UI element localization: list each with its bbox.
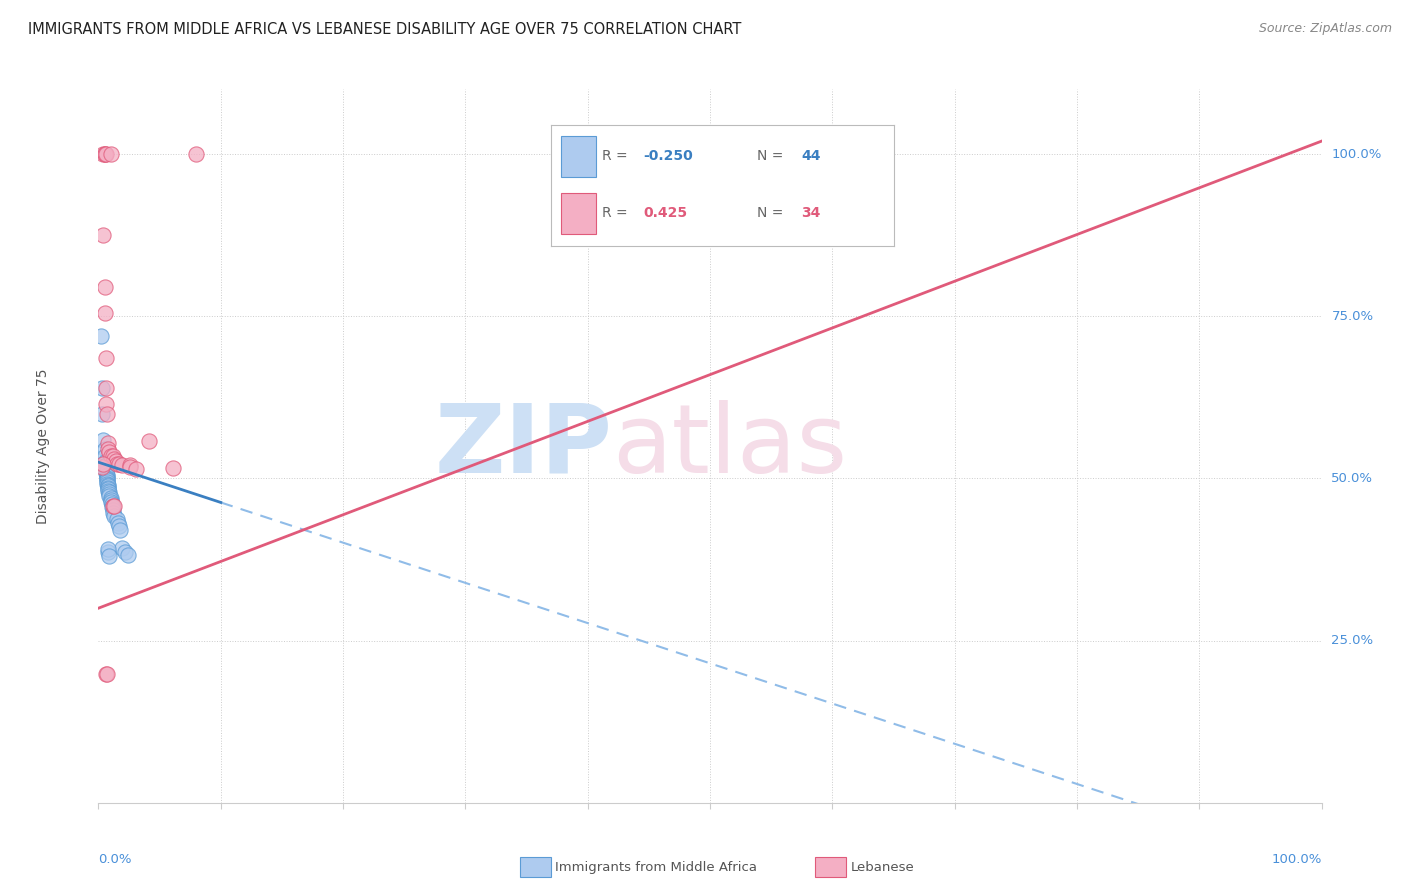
Point	[91, 147, 114, 161]
Point	[91, 407, 114, 421]
Point	[91, 381, 114, 395]
Point	[97, 482, 120, 496]
Point	[98, 487, 121, 501]
Text: 75.0%: 75.0%	[1331, 310, 1374, 323]
Point	[96, 472, 118, 486]
Point	[94, 458, 117, 473]
Point	[91, 433, 114, 447]
Point	[108, 457, 131, 471]
Point	[98, 549, 121, 563]
Point	[104, 454, 127, 468]
Text: atlas: atlas	[612, 400, 848, 492]
Point	[103, 499, 125, 513]
Point	[107, 516, 129, 530]
Point	[96, 469, 118, 483]
Point	[94, 381, 117, 395]
Point	[105, 512, 128, 526]
Point	[94, 667, 117, 681]
Point	[117, 548, 139, 562]
Point	[96, 407, 118, 421]
Point	[94, 461, 117, 475]
Point	[91, 460, 114, 475]
Point	[101, 500, 124, 514]
Point	[100, 491, 122, 505]
Text: 50.0%: 50.0%	[1331, 472, 1374, 485]
Point	[162, 461, 184, 475]
Point	[114, 545, 136, 559]
Point	[96, 476, 118, 491]
Point	[125, 461, 148, 475]
Point	[101, 450, 124, 464]
Text: Immigrants from Middle Africa: Immigrants from Middle Africa	[555, 861, 758, 873]
Text: 100.0%: 100.0%	[1271, 853, 1322, 866]
Point	[100, 449, 122, 463]
Point	[97, 478, 120, 492]
Point	[186, 147, 208, 161]
Point	[103, 452, 125, 467]
Point	[100, 147, 122, 161]
Point	[94, 467, 117, 481]
Point	[93, 306, 115, 320]
Point	[97, 545, 120, 559]
Point	[111, 458, 134, 472]
Text: 25.0%: 25.0%	[1331, 634, 1374, 647]
Point	[94, 464, 117, 478]
Point	[93, 280, 115, 294]
Point	[91, 457, 114, 471]
Point	[100, 492, 122, 507]
Point	[138, 434, 160, 449]
Text: Source: ZipAtlas.com: Source: ZipAtlas.com	[1258, 22, 1392, 36]
Point	[97, 479, 120, 493]
Point	[97, 542, 120, 557]
Point	[101, 497, 124, 511]
Text: Lebanese: Lebanese	[851, 861, 914, 873]
Text: ZIP: ZIP	[434, 400, 612, 492]
Point	[98, 485, 121, 500]
Point	[96, 471, 118, 485]
Point	[120, 459, 142, 474]
Point	[111, 541, 134, 556]
Point	[96, 474, 118, 488]
Point	[97, 442, 120, 457]
Point	[120, 458, 142, 472]
Point	[101, 500, 124, 514]
Point	[93, 455, 115, 469]
Point	[93, 449, 115, 463]
Point	[94, 397, 117, 411]
Point	[108, 519, 131, 533]
Point	[98, 489, 121, 503]
Point	[101, 506, 124, 520]
Point	[93, 147, 115, 161]
Point	[100, 495, 122, 509]
Point	[93, 147, 115, 161]
Point	[94, 147, 117, 161]
Point	[97, 483, 120, 498]
Point	[96, 667, 118, 681]
Point	[97, 481, 120, 495]
Text: IMMIGRANTS FROM MIDDLE AFRICA VS LEBANESE DISABILITY AGE OVER 75 CORRELATION CHA: IMMIGRANTS FROM MIDDLE AFRICA VS LEBANES…	[28, 22, 741, 37]
Point	[91, 228, 114, 243]
Point	[96, 475, 118, 489]
Point	[97, 435, 120, 450]
Point	[103, 509, 125, 524]
Point	[98, 445, 121, 459]
Point	[101, 502, 124, 516]
Point	[105, 457, 128, 471]
Point	[96, 468, 118, 483]
Text: 100.0%: 100.0%	[1331, 147, 1382, 161]
Point	[93, 442, 115, 457]
Point	[94, 351, 117, 366]
Text: 0.0%: 0.0%	[98, 853, 132, 866]
Text: Disability Age Over 75: Disability Age Over 75	[37, 368, 51, 524]
Point	[90, 328, 112, 343]
Point	[110, 523, 132, 537]
